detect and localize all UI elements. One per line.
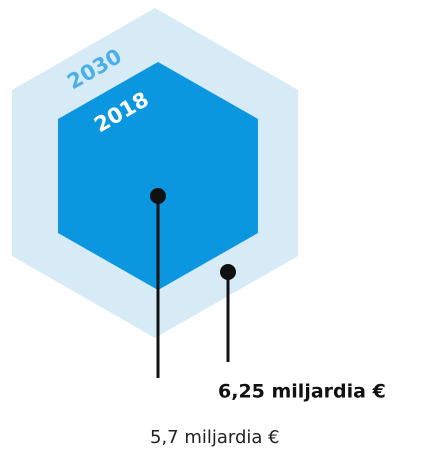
inner-hexagon: [58, 62, 258, 290]
value-2018: 5,7 miljardia €: [150, 427, 280, 448]
pointer-dot-2018: [150, 188, 166, 204]
pointer-dot-2030: [220, 264, 236, 280]
value-2030: 6,25 miljardia €: [218, 381, 386, 403]
